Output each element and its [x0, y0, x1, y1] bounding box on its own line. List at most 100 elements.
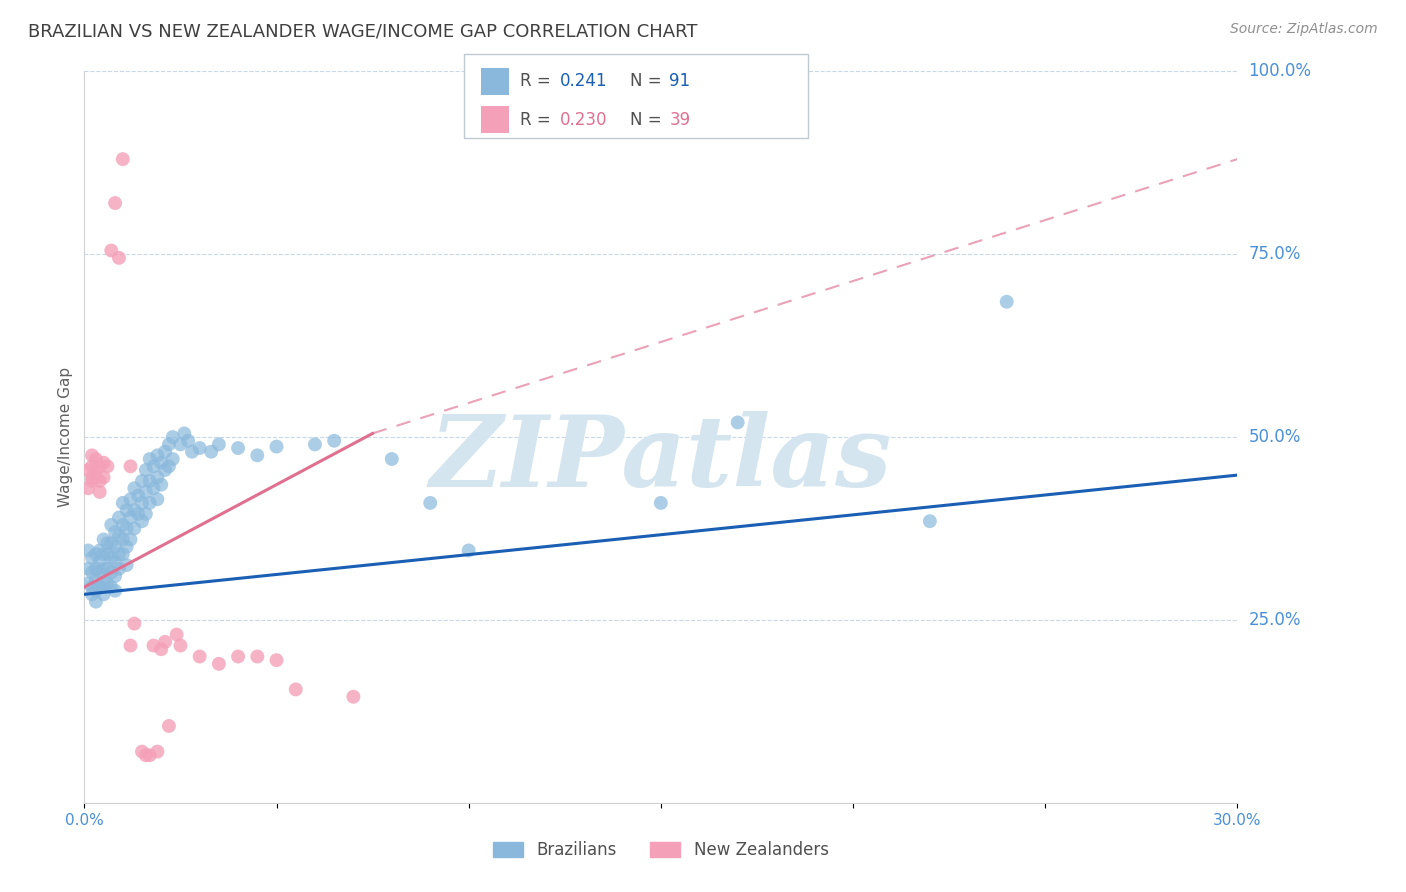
- Point: [120, 639, 142, 653]
- Point: [108, 251, 131, 265]
- Point: [135, 748, 157, 763]
- Point: [131, 474, 153, 488]
- Point: [381, 452, 404, 467]
- Point: [727, 416, 749, 430]
- Text: BRAZILIAN VS NEW ZEALANDER WAGE/INCOME GAP CORRELATION CHART: BRAZILIAN VS NEW ZEALANDER WAGE/INCOME G…: [28, 22, 697, 40]
- Point: [173, 426, 195, 441]
- Point: [153, 444, 176, 458]
- Point: [104, 569, 127, 583]
- Point: [80, 566, 103, 580]
- Text: 75.0%: 75.0%: [1249, 245, 1301, 263]
- Point: [284, 682, 307, 697]
- Point: [100, 550, 122, 565]
- Point: [138, 474, 160, 488]
- Point: [918, 514, 941, 528]
- Point: [146, 448, 169, 462]
- Point: [124, 481, 146, 495]
- Point: [419, 496, 441, 510]
- Point: [93, 470, 115, 484]
- Point: [93, 562, 115, 576]
- Text: 50.0%: 50.0%: [1249, 428, 1301, 446]
- Point: [77, 562, 100, 576]
- Text: R =: R =: [520, 72, 557, 90]
- Point: [115, 558, 138, 573]
- Y-axis label: Wage/Income Gap: Wage/Income Gap: [58, 367, 73, 508]
- Text: ZIPatlas: ZIPatlas: [430, 411, 891, 508]
- Text: N =: N =: [630, 111, 666, 128]
- Point: [89, 459, 111, 474]
- Point: [200, 444, 222, 458]
- Point: [650, 496, 672, 510]
- Point: [266, 440, 288, 454]
- Point: [226, 649, 249, 664]
- Point: [127, 507, 149, 521]
- Point: [188, 649, 211, 664]
- Text: 39: 39: [669, 111, 690, 128]
- Point: [131, 745, 153, 759]
- Point: [120, 510, 142, 524]
- Point: [226, 441, 249, 455]
- Point: [89, 554, 111, 568]
- Point: [100, 566, 122, 580]
- Text: R =: R =: [520, 111, 557, 128]
- Point: [146, 492, 169, 507]
- Point: [84, 573, 107, 587]
- Point: [100, 244, 122, 258]
- Point: [96, 547, 118, 561]
- Point: [108, 547, 131, 561]
- Text: 91: 91: [669, 72, 690, 90]
- Point: [169, 639, 191, 653]
- Point: [77, 576, 100, 591]
- Text: 0.241: 0.241: [560, 72, 607, 90]
- Point: [89, 543, 111, 558]
- Point: [77, 463, 100, 477]
- Point: [80, 580, 103, 594]
- Point: [208, 437, 231, 451]
- Legend: Brazilians, New Zealanders: Brazilians, New Zealanders: [485, 833, 837, 868]
- Point: [124, 616, 146, 631]
- Point: [150, 477, 173, 491]
- Point: [111, 517, 134, 532]
- Point: [135, 507, 157, 521]
- Point: [208, 657, 231, 671]
- Point: [80, 474, 103, 488]
- Point: [157, 459, 180, 474]
- Point: [162, 430, 184, 444]
- Point: [84, 547, 107, 561]
- Point: [138, 496, 160, 510]
- Point: [93, 547, 115, 561]
- Point: [111, 533, 134, 547]
- Point: [108, 562, 131, 576]
- Point: [96, 459, 118, 474]
- Point: [93, 576, 115, 591]
- Point: [246, 649, 269, 664]
- Point: [80, 587, 103, 601]
- Text: 25.0%: 25.0%: [1249, 611, 1301, 629]
- Point: [153, 635, 176, 649]
- Point: [120, 459, 142, 474]
- Point: [142, 459, 165, 474]
- Point: [157, 437, 180, 451]
- Point: [127, 489, 149, 503]
- Point: [188, 441, 211, 455]
- Point: [142, 639, 165, 653]
- Point: [93, 587, 115, 601]
- Point: [120, 492, 142, 507]
- Point: [266, 653, 288, 667]
- Point: [181, 444, 204, 458]
- Point: [77, 543, 100, 558]
- Point: [104, 583, 127, 598]
- Text: N =: N =: [630, 72, 666, 90]
- Point: [304, 437, 326, 451]
- Point: [80, 459, 103, 474]
- Point: [150, 642, 173, 657]
- Text: 0.230: 0.230: [560, 111, 607, 128]
- Text: Source: ZipAtlas.com: Source: ZipAtlas.com: [1230, 22, 1378, 37]
- Point: [80, 550, 103, 565]
- Point: [80, 470, 103, 484]
- Point: [111, 547, 134, 561]
- Point: [457, 543, 479, 558]
- Point: [96, 536, 118, 550]
- Point: [89, 580, 111, 594]
- Point: [142, 481, 165, 495]
